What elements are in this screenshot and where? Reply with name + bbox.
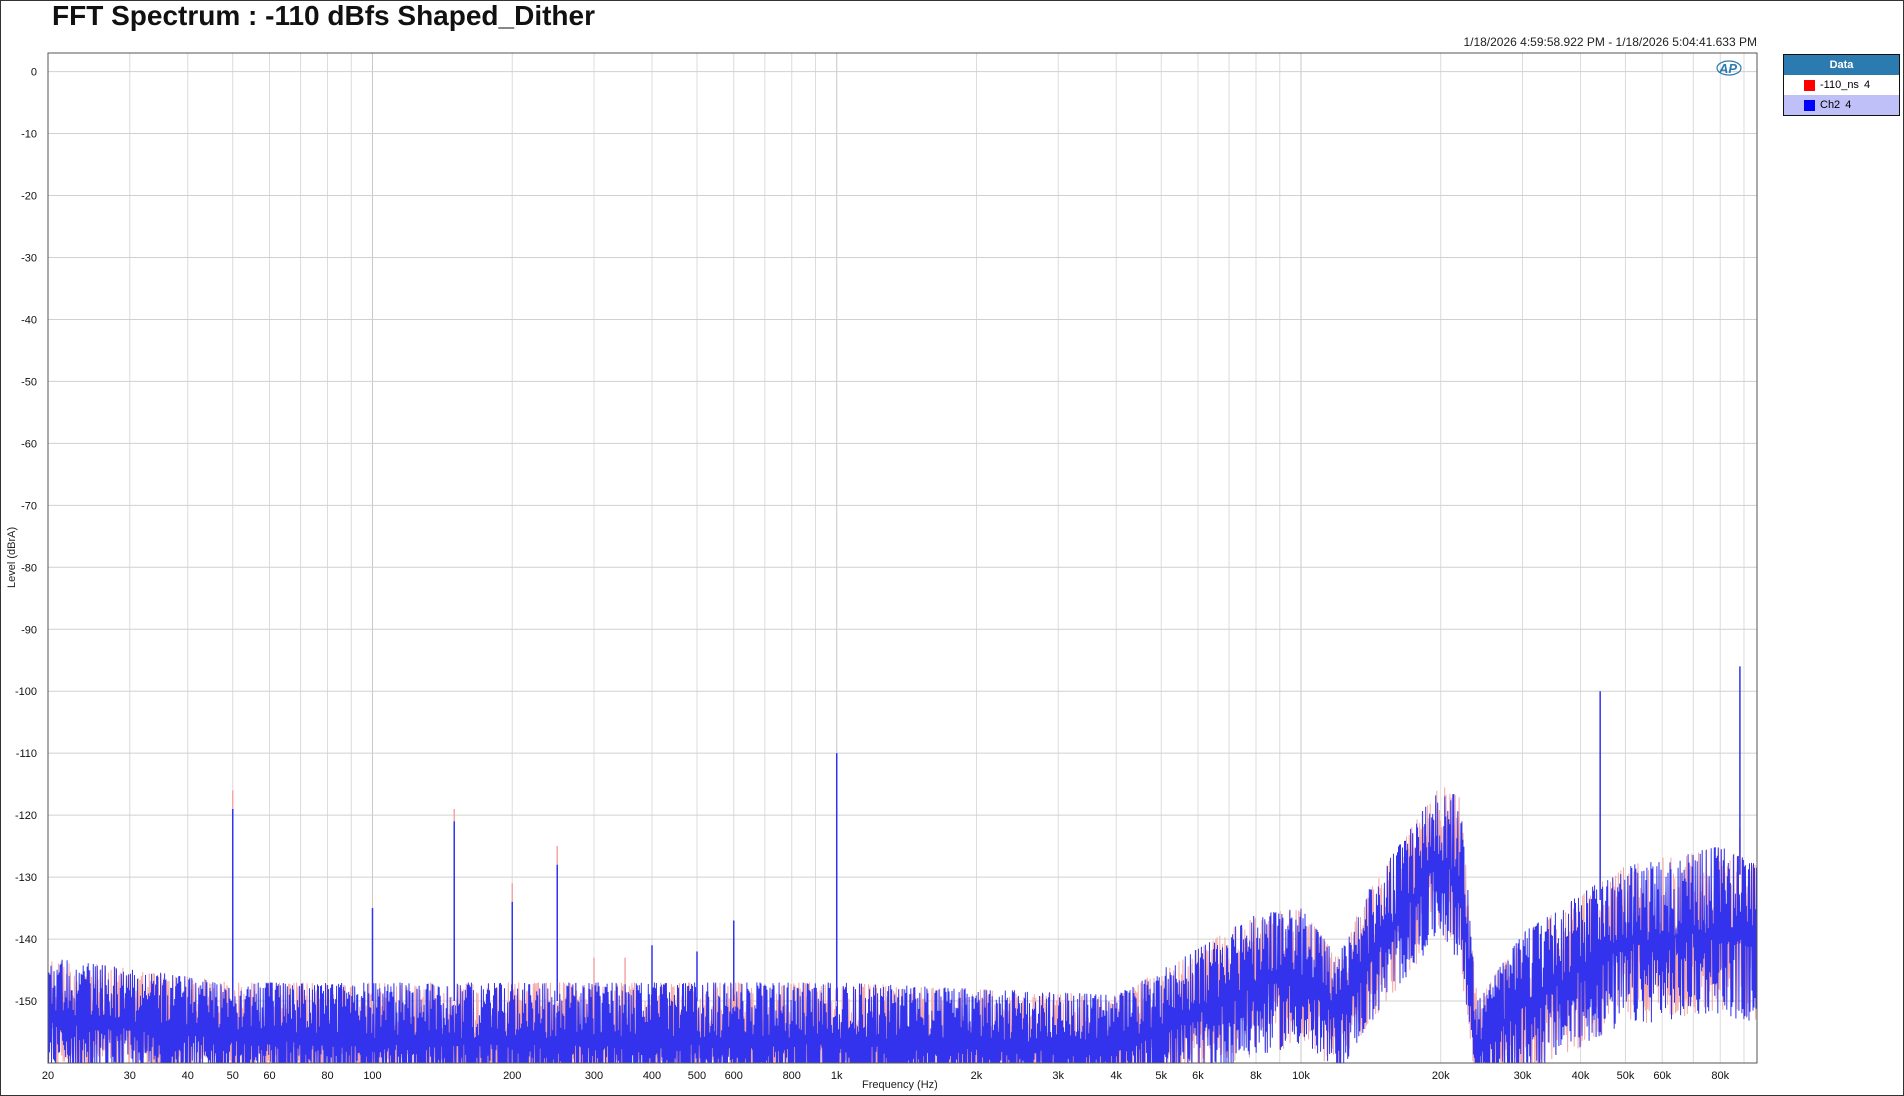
x-tick-label: 5k xyxy=(1155,1070,1167,1082)
x-tick-label: 6k xyxy=(1192,1070,1204,1082)
x-tick-label: 60k xyxy=(1653,1070,1671,1082)
x-tick-label: 1k xyxy=(831,1070,843,1082)
series-group xyxy=(48,666,1757,1063)
x-tick-label: 8k xyxy=(1250,1070,1262,1082)
x-tick-label: 600 xyxy=(725,1070,743,1082)
y-tick-label: -90 xyxy=(21,624,37,636)
timestamp: 1/18/2026 4:59:58.922 PM - 1/18/2026 5:0… xyxy=(1463,35,1757,49)
y-tick-label: -110 xyxy=(16,748,37,760)
legend-item-ch2[interactable]: Ch2 4 xyxy=(1784,95,1899,115)
x-tick-label: 40 xyxy=(182,1070,194,1082)
legend-suffix: 4 xyxy=(1863,79,1871,91)
legend-swatch-red xyxy=(1804,79,1815,91)
y-tick-label: -40 xyxy=(21,314,37,326)
x-tick-label: 20 xyxy=(42,1070,54,1082)
y-tick-label: -80 xyxy=(21,562,37,574)
y-tick-label: -120 xyxy=(15,810,37,822)
series-line-ch2 xyxy=(48,793,1757,1063)
legend: Data -110_ns 4 Ch2 4 xyxy=(1783,54,1900,116)
y-tick-label: -30 xyxy=(21,252,37,264)
legend-suffix: 4 xyxy=(1845,99,1852,111)
plot-border xyxy=(47,52,1758,1064)
x-tick-label: 80k xyxy=(1711,1070,1729,1082)
x-tick-label: 200 xyxy=(503,1070,521,1082)
x-tick-label: 50 xyxy=(227,1070,239,1082)
x-tick-label: 30 xyxy=(124,1070,136,1082)
y-tick-label: 0 xyxy=(31,67,37,79)
ap-logo-ring xyxy=(1716,60,1742,76)
y-tick-label: -70 xyxy=(21,500,37,512)
y-tick-label: -20 xyxy=(21,191,37,203)
x-tick-label: 50k xyxy=(1617,1070,1635,1082)
x-axis-label: Frequency (Hz) xyxy=(862,1079,938,1091)
y-tick-label: -100 xyxy=(15,686,37,698)
x-tick-label: 100 xyxy=(363,1070,381,1082)
x-tick-label: 300 xyxy=(585,1070,603,1082)
legend-label: Ch2 xyxy=(1820,99,1841,111)
x-tick-label: 500 xyxy=(688,1070,706,1082)
legend-label: -110_ns xyxy=(1820,79,1859,91)
legend-item-110-ns[interactable]: -110_ns 4 xyxy=(1784,75,1899,95)
x-tick-label: 2k xyxy=(971,1070,983,1082)
x-tick-label: 10k xyxy=(1292,1070,1310,1082)
chart-title: FFT Spectrum : -110 dBfs Shaped_Dither xyxy=(52,0,595,31)
x-tick-label: 30k xyxy=(1514,1070,1532,1082)
x-tick-label: 80 xyxy=(321,1070,333,1082)
x-tick-label: 60 xyxy=(263,1070,275,1082)
x-tick-label: 20k xyxy=(1432,1070,1450,1082)
x-tick-label: 400 xyxy=(643,1070,661,1082)
y-tick-label: -10 xyxy=(21,129,37,141)
y-tick-label: -50 xyxy=(21,376,37,388)
y-tick-label: -60 xyxy=(21,438,37,450)
x-tick-label: 800 xyxy=(783,1070,801,1082)
ap-logo: AP xyxy=(1718,61,1737,76)
y-tick-label: -130 xyxy=(15,872,37,884)
legend-swatch-blue xyxy=(1804,99,1815,111)
y-tick-label: -150 xyxy=(15,996,37,1008)
x-tick-label: 4k xyxy=(1110,1070,1122,1082)
x-tick-label: 3k xyxy=(1052,1070,1064,1082)
x-tick-label: 40k xyxy=(1572,1070,1590,1082)
legend-title: Data xyxy=(1784,55,1899,75)
y-tick-label: -140 xyxy=(15,934,37,946)
